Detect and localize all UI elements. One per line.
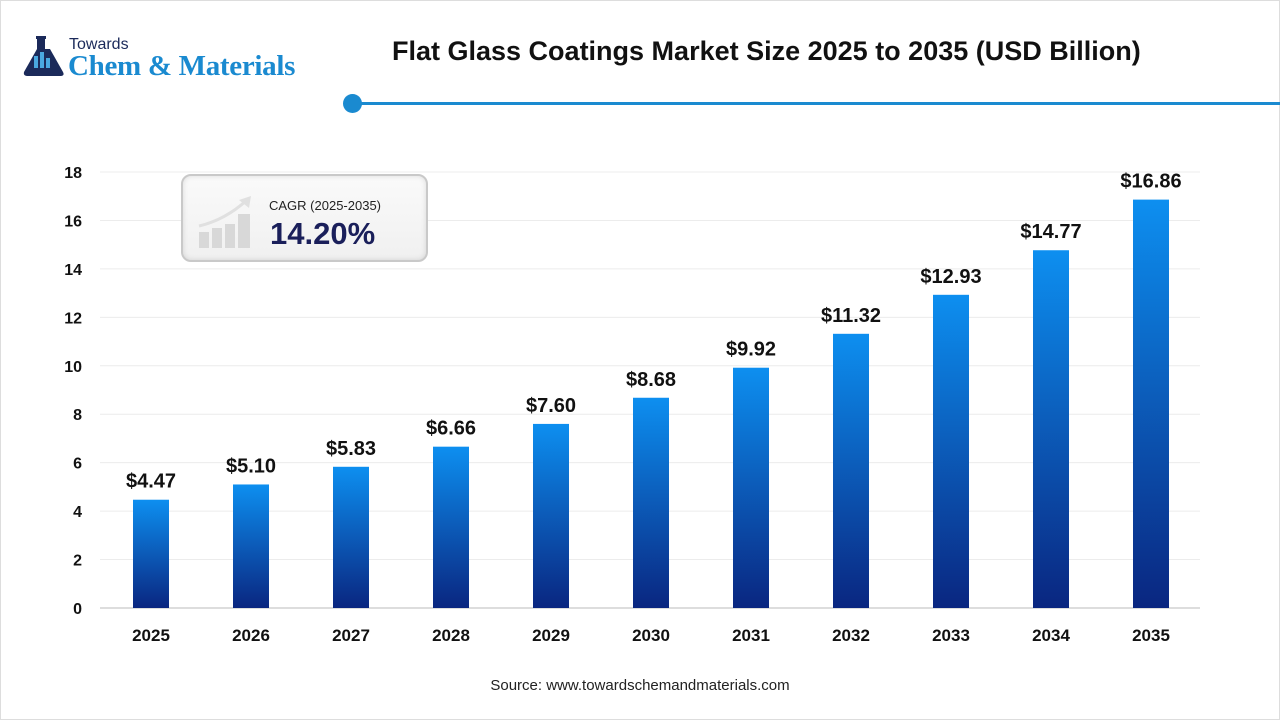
x-tick-label: 2032: [832, 626, 870, 645]
cagr-label: CAGR (2025-2035): [269, 198, 381, 213]
bar-2034: [1033, 250, 1069, 608]
cagr-box: CAGR (2025-2035) 14.20%: [181, 174, 428, 262]
bar-2025: [133, 499, 169, 608]
bar-2029: [533, 423, 569, 608]
y-tick-label: 10: [64, 359, 82, 376]
logo-towards: Towards: [69, 36, 129, 53]
x-tick-label: 2025: [132, 626, 170, 645]
title-rule: [352, 102, 1280, 105]
y-tick-label: 16: [64, 213, 82, 230]
y-tick-label: 4: [73, 504, 82, 521]
bar-2035: [1133, 199, 1169, 608]
x-tick-label: 2033: [932, 626, 970, 645]
source-note: Source: www.towardschemandmaterials.com: [490, 677, 790, 694]
x-tick-label: 2026: [232, 626, 270, 645]
x-tick-label: 2028: [432, 626, 470, 645]
bar-2031: [733, 367, 769, 608]
chart-title: Flat Glass Coatings Market Size 2025 to …: [392, 36, 1141, 66]
x-tick-label: 2030: [632, 626, 670, 645]
x-tick-label: 2029: [532, 626, 570, 645]
y-tick-label: 8: [73, 407, 82, 424]
x-tick-label: 2027: [332, 626, 370, 645]
data-label: $11.32: [821, 305, 881, 327]
growth-chart-icon: [198, 196, 251, 248]
x-tick-label: 2035: [1132, 626, 1170, 645]
data-label: $8.68: [626, 369, 676, 391]
logo: Towards Chem & Materials: [22, 34, 295, 82]
bar-2030: [633, 397, 669, 608]
data-label: $4.47: [126, 471, 176, 493]
title-rule-dot: [343, 94, 362, 113]
flask-icon: [23, 36, 64, 76]
data-label: $6.66: [426, 418, 476, 440]
data-label: $16.86: [1120, 171, 1181, 193]
bar-2032: [833, 333, 869, 608]
bar-2026: [233, 484, 269, 608]
y-tick-label: 12: [64, 310, 82, 327]
y-tick-label: 0: [73, 601, 82, 618]
data-label: $5.83: [326, 438, 376, 460]
data-label: $7.60: [526, 395, 576, 417]
data-label: $12.93: [920, 266, 981, 288]
y-tick-label: 6: [73, 456, 82, 473]
y-tick-label: 14: [64, 262, 82, 279]
cagr-value: 14.20%: [270, 216, 376, 251]
bar-2027: [333, 466, 369, 608]
data-label: $9.92: [726, 339, 776, 361]
y-tick-label: 2: [73, 553, 82, 570]
x-tick-label: 2034: [1032, 626, 1070, 645]
bar-2028: [433, 446, 469, 608]
logo-chem-materials: Chem & Materials: [68, 50, 296, 82]
x-tick-label: 2031: [732, 626, 770, 645]
bar-2033: [933, 294, 969, 608]
y-tick-label: 18: [64, 165, 82, 182]
data-label: $14.77: [1020, 221, 1081, 243]
data-label: $5.10: [226, 455, 276, 477]
